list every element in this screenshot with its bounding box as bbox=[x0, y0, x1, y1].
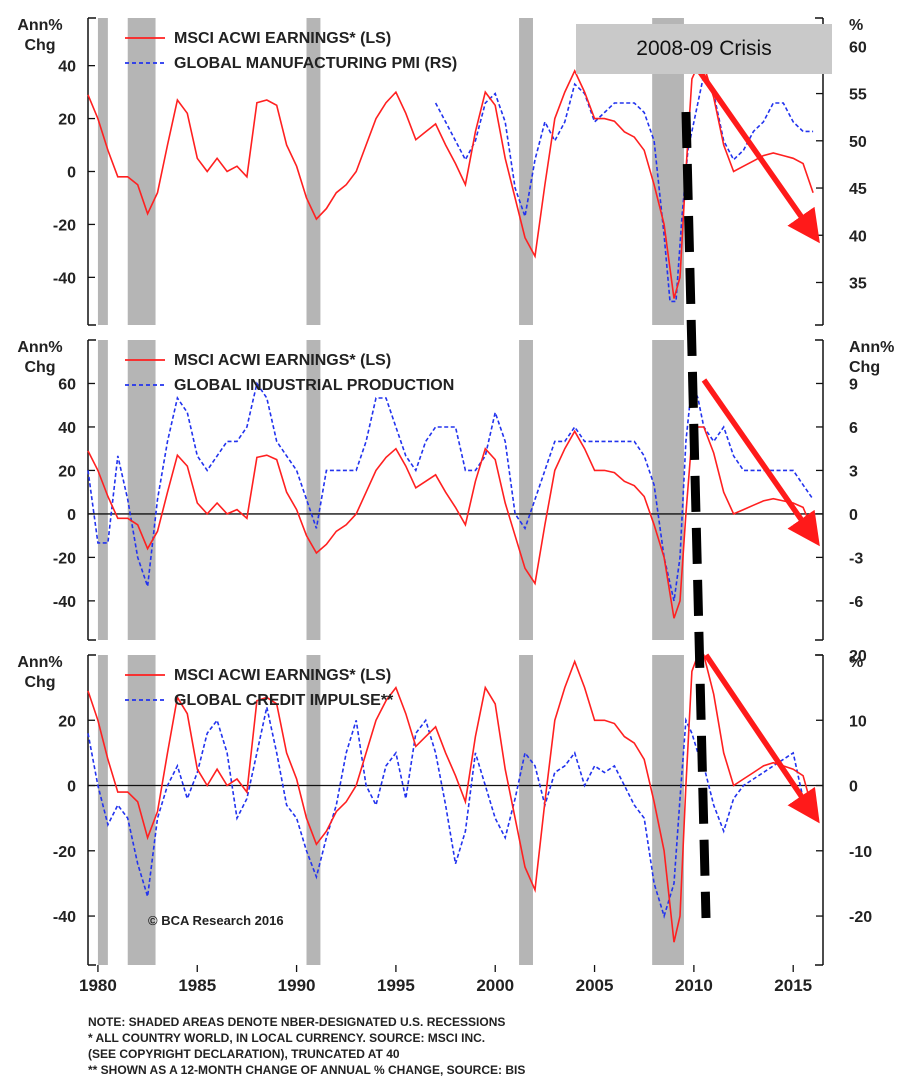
recession-band bbox=[306, 18, 321, 325]
right-tick-label: 35 bbox=[849, 275, 867, 292]
legend-secondary: GLOBAL MANUFACTURING PMI (RS) bbox=[174, 55, 457, 72]
right-tick-label: 40 bbox=[849, 228, 867, 245]
note-line-1: NOTE: SHADED AREAS DENOTE NBER-DESIGNATE… bbox=[88, 1015, 506, 1029]
recession-band bbox=[519, 340, 533, 640]
left-tick-label: 40 bbox=[58, 59, 76, 76]
right-tick-label: 45 bbox=[849, 181, 867, 198]
left-tick-label: -40 bbox=[53, 270, 76, 287]
left-tick-label: -40 bbox=[53, 909, 76, 926]
panel-2: 60 40 20 0 -20 -40 9 6 3 0 -3 -6 Ann% Chg Ann% Chg MSCI … bbox=[17, 339, 894, 641]
right-tick-label: 10 bbox=[849, 713, 867, 730]
recession-band bbox=[306, 340, 321, 640]
left-tick-label: -20 bbox=[53, 217, 76, 234]
x-tick-label: 2010 bbox=[675, 976, 713, 995]
left-axis-label: Ann% bbox=[17, 654, 62, 671]
right-tick-label: 0 bbox=[849, 507, 858, 524]
right-tick-label: 50 bbox=[849, 134, 867, 151]
right-tick-label: -20 bbox=[849, 909, 872, 926]
right-tick-label: 60 bbox=[849, 39, 867, 56]
right-tick-label: 20 bbox=[849, 648, 867, 665]
recession-band bbox=[652, 340, 684, 640]
right-tick-label: -6 bbox=[849, 594, 863, 611]
left-tick-label: 60 bbox=[58, 376, 76, 393]
legend-secondary: GLOBAL INDUSTRIAL PRODUCTION bbox=[174, 377, 454, 394]
copyright-text: © BCA Research 2016 bbox=[148, 913, 284, 928]
secondary-series-line bbox=[87, 707, 814, 919]
x-tick-label: 1985 bbox=[178, 976, 216, 995]
crisis-label: 2008-09 Crisis bbox=[576, 24, 832, 74]
trend-arrow bbox=[697, 70, 820, 244]
earnings-series-line bbox=[87, 654, 814, 943]
note-line-3: (SEE COPYRIGHT DECLARATION), TRUNCATED A… bbox=[88, 1047, 400, 1061]
recession-band bbox=[97, 655, 108, 965]
right-axis-label: % bbox=[849, 654, 863, 671]
right-axis-label: Chg bbox=[849, 359, 880, 376]
x-tick-label: 2005 bbox=[576, 976, 614, 995]
right-tick-label: 3 bbox=[849, 463, 858, 480]
left-axis-label: Chg bbox=[24, 37, 55, 54]
left-tick-label: 20 bbox=[58, 112, 76, 129]
trend-arrow bbox=[703, 653, 820, 824]
x-tick-label: 2000 bbox=[476, 976, 514, 995]
recession-band bbox=[306, 655, 321, 965]
legend-secondary: GLOBAL CREDIT IMPULSE** bbox=[174, 692, 394, 709]
left-axis-label: Chg bbox=[24, 674, 55, 691]
right-tick-label: 0 bbox=[849, 779, 858, 796]
recession-band bbox=[97, 340, 108, 640]
recession-band bbox=[127, 655, 156, 965]
right-tick-label: 55 bbox=[849, 87, 867, 104]
panel-3: 20 0 -20 -40 20 10 0 -10 -20 Ann% Chg% MSCI ACWI EA… bbox=[17, 648, 872, 966]
x-tick-label: 1980 bbox=[79, 976, 117, 995]
left-tick-label: 0 bbox=[67, 165, 76, 182]
recession-band bbox=[127, 18, 156, 325]
x-tick-label: 1995 bbox=[377, 976, 415, 995]
recession-band bbox=[519, 655, 533, 965]
left-tick-label: 0 bbox=[67, 507, 76, 524]
x-tick-label: 2015 bbox=[774, 976, 812, 995]
legend-earnings: MSCI ACWI EARNINGS* (LS) bbox=[174, 352, 391, 369]
right-tick-label: -10 bbox=[849, 844, 872, 861]
left-axis-label: Ann% bbox=[17, 339, 62, 356]
right-axis-label: % bbox=[849, 17, 863, 34]
secondary-series-line bbox=[434, 72, 814, 303]
recession-band bbox=[97, 18, 108, 325]
trend-arrow bbox=[701, 378, 820, 547]
left-tick-label: 20 bbox=[58, 713, 76, 730]
right-tick-label: 9 bbox=[849, 376, 858, 393]
earnings-series-line bbox=[87, 426, 814, 619]
legend-earnings: MSCI ACWI EARNINGS* (LS) bbox=[174, 667, 391, 684]
right-tick-label: 6 bbox=[849, 420, 858, 437]
recession-band bbox=[127, 340, 156, 640]
legend-earnings: MSCI ACWI EARNINGS* (LS) bbox=[174, 30, 391, 47]
left-tick-label: 20 bbox=[58, 463, 76, 480]
left-tick-label: -20 bbox=[53, 844, 76, 861]
right-axis-label: Ann% bbox=[849, 339, 894, 356]
x-tick-label: 1990 bbox=[278, 976, 316, 995]
left-tick-label: -40 bbox=[53, 594, 76, 611]
left-tick-label: 40 bbox=[58, 420, 76, 437]
left-axis-label: Chg bbox=[24, 359, 55, 376]
note-line-4: ** SHOWN AS A 12-MONTH CHANGE OF ANNUAL … bbox=[88, 1063, 526, 1077]
secondary-series-line bbox=[87, 381, 814, 602]
left-tick-label: -20 bbox=[53, 550, 76, 567]
left-axis-label: Ann% bbox=[17, 17, 62, 34]
right-tick-label: -3 bbox=[849, 550, 863, 567]
recession-band bbox=[519, 18, 533, 325]
note-line-2: * ALL COUNTRY WORLD, IN LOCAL CURRENCY. … bbox=[88, 1031, 486, 1045]
crisis-dashed-line bbox=[681, 111, 711, 919]
earnings-series-line bbox=[87, 64, 814, 299]
left-tick-label: 0 bbox=[67, 779, 76, 796]
